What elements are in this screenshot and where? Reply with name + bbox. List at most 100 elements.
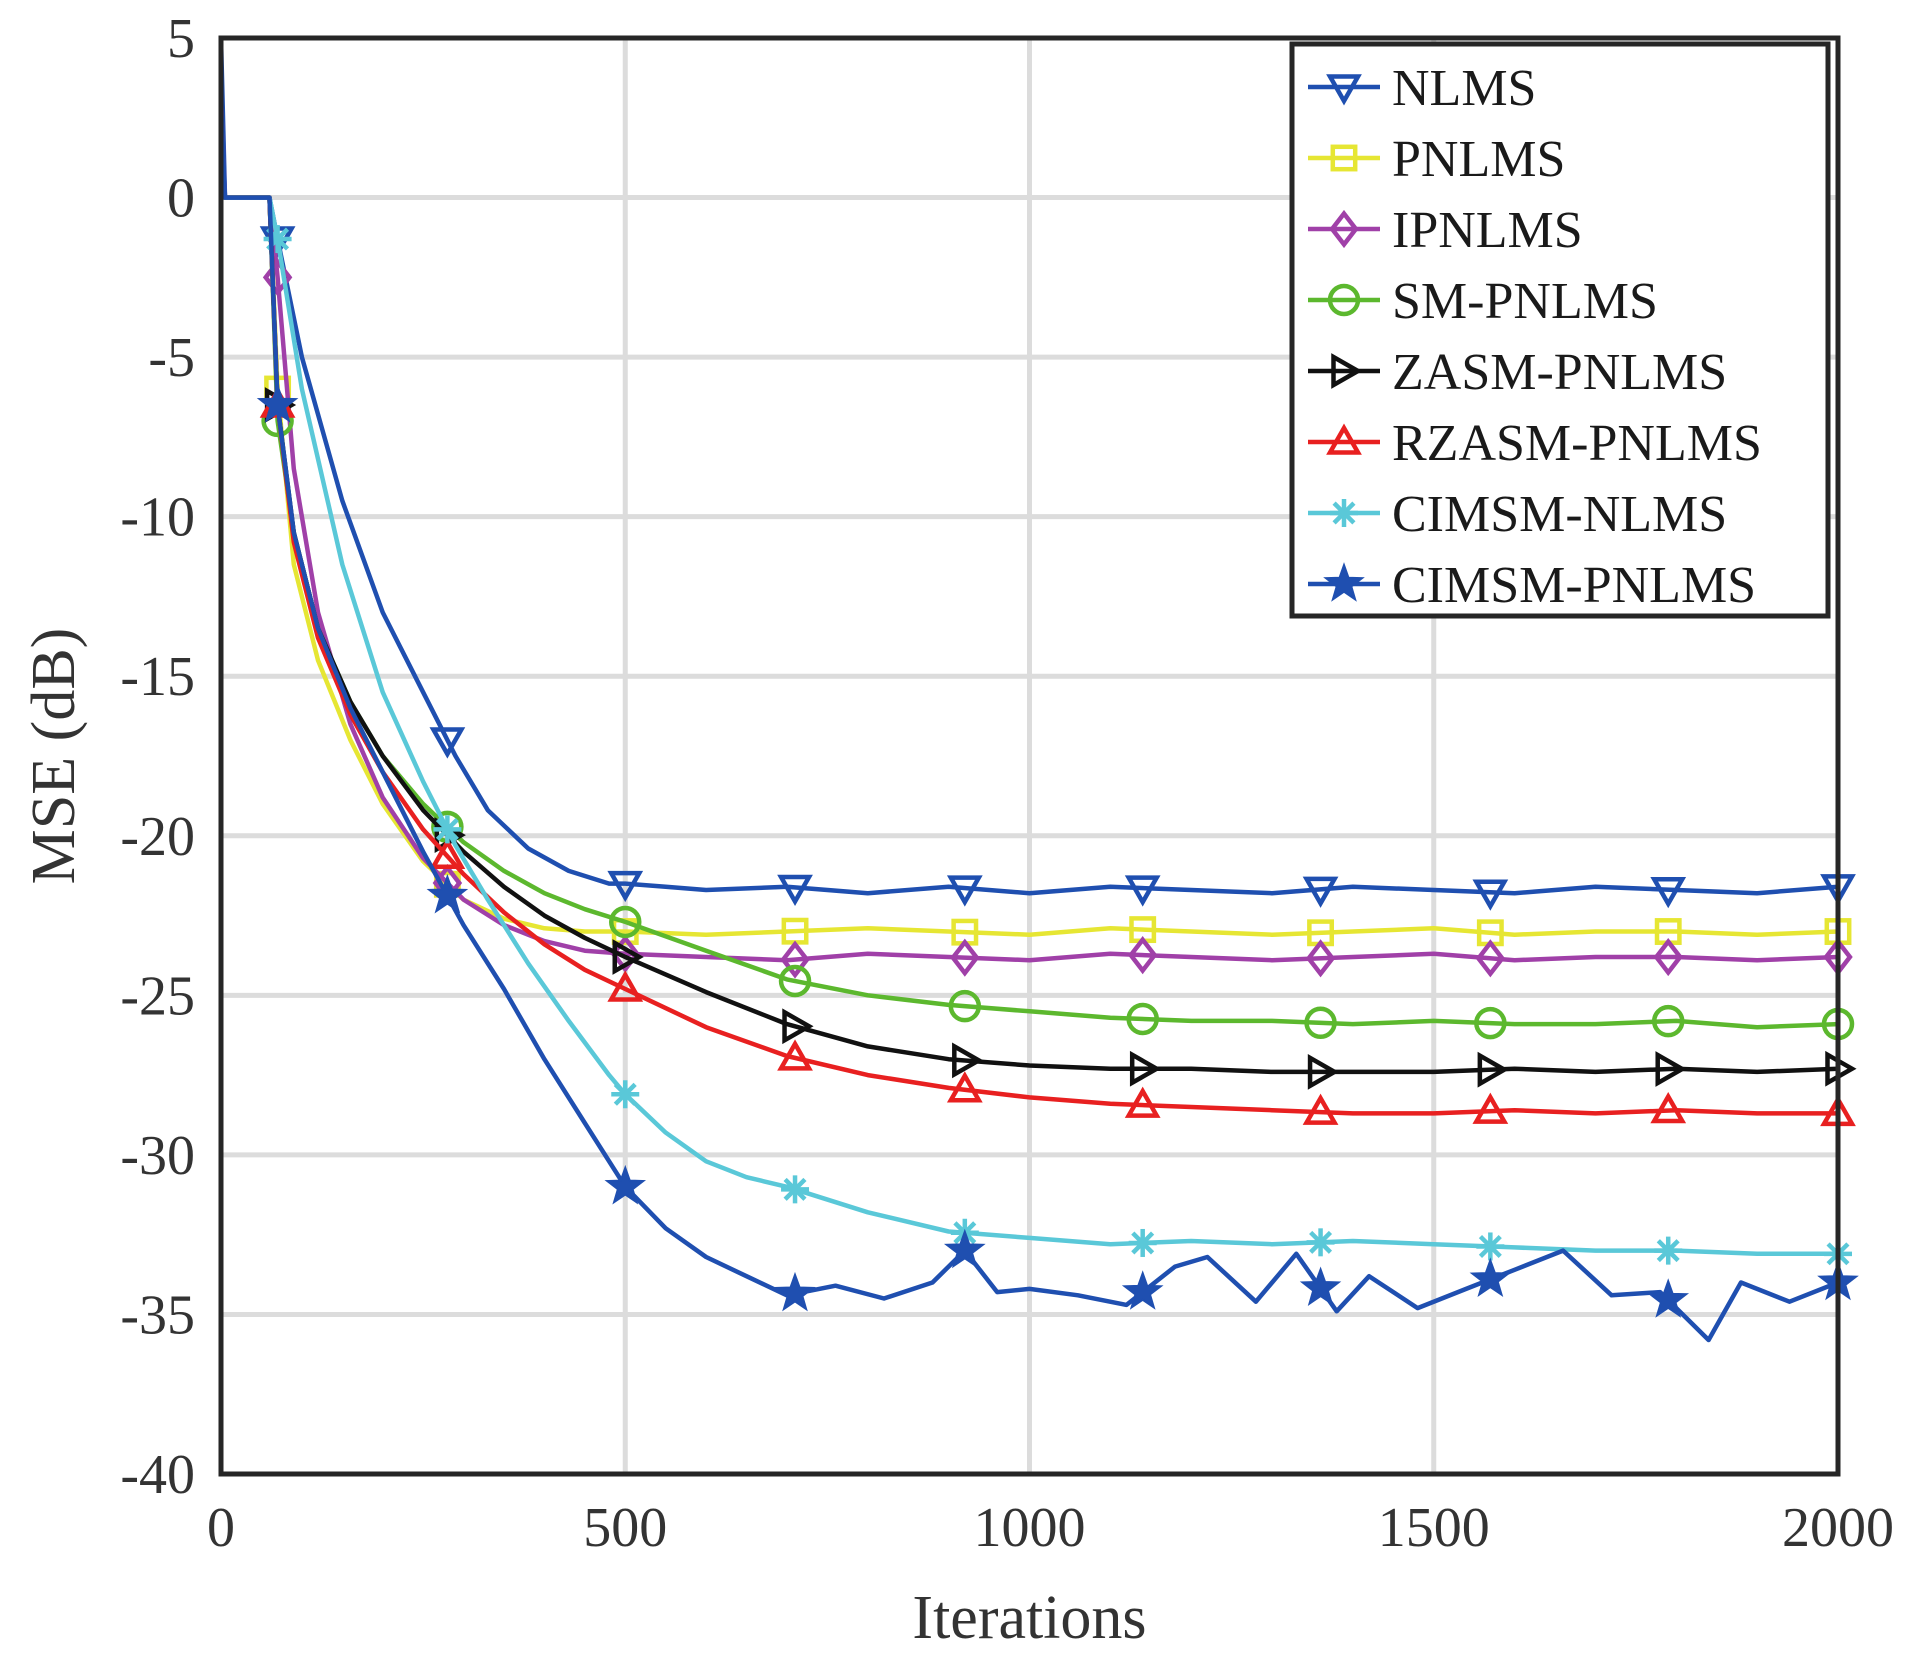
data-point-sm-pnlms <box>609 905 642 939</box>
data-point-sm-pnlms <box>778 964 812 998</box>
legend-swatch-marker-stroke <box>1332 501 1356 525</box>
data-point-cimsm-pnlms <box>256 383 299 423</box>
legend-label: CIMSM-PNLMS <box>1392 557 1756 614</box>
data-point-nlms <box>946 875 983 907</box>
data-point-zasm-pnlms <box>1655 1051 1687 1087</box>
y-tick-label: -35 <box>120 1284 195 1346</box>
legend-swatch-marker <box>1326 423 1362 455</box>
data-point-rzasm-pnlms <box>946 1071 983 1103</box>
data-point-rzasm-pnlms <box>777 1039 813 1071</box>
data-point-rzasm-pnlms <box>1302 1093 1339 1125</box>
data-point-ipnlms <box>610 934 640 973</box>
legend: NLMS PNLMS IPNLMS SM-PNLMS ZASM-PNLMS RZASM-P… <box>1289 41 1831 619</box>
x-tick-label: 0 <box>207 1497 235 1559</box>
y-tick-label: -5 <box>148 327 195 389</box>
x-tick-label: 500 <box>583 1497 667 1559</box>
data-point-ipnlms <box>950 938 980 977</box>
data-point-nlms <box>429 727 466 759</box>
data-point-ipnlms <box>1305 939 1336 978</box>
data-point-cimsm-pnlms <box>1299 1266 1342 1307</box>
data-point-rzasm-pnlms <box>429 837 466 869</box>
data-point-sm-pnlms <box>1304 1006 1337 1040</box>
legend-label: NLMS <box>1392 60 1536 117</box>
data-point-cimsm-nlms-stroke <box>1131 1231 1155 1255</box>
data-point-sm-pnlms <box>1651 1004 1685 1038</box>
data-point-ipnlms <box>1653 937 1683 977</box>
legend-item-pnlms: PNLMS <box>1308 131 1565 188</box>
y-tick-label: -15 <box>120 646 195 708</box>
data-point-rzasm-pnlms <box>1124 1086 1161 1118</box>
series-nlms <box>218 37 1856 911</box>
data-point-cimsm-nlms-stroke <box>613 1082 637 1106</box>
y-axis-label: MSE (dB) <box>20 628 88 885</box>
data-point-cimsm-pnlms <box>1121 1270 1164 1310</box>
legend-label: RZASM-PNLMS <box>1392 415 1762 472</box>
series-cimsm-nlms <box>218 165 1852 1268</box>
data-point-zasm-pnlms <box>952 1042 984 1079</box>
data-point-cimsm-nlms-stroke <box>435 817 459 841</box>
data-point-nlms <box>1124 875 1161 907</box>
data-point-rzasm-pnlms <box>1650 1091 1687 1124</box>
data-point-cimsm-nlms <box>781 1175 810 1204</box>
plot-frame <box>218 35 1841 1477</box>
data-point-cimsm-pnlms <box>774 1271 816 1312</box>
data-point-cimsm-nlms-stroke <box>1478 1234 1502 1258</box>
legend-item-ipnlms: IPNLMS <box>1308 202 1583 259</box>
series-line-ipnlms <box>218 101 1839 963</box>
legend-label: SM-PNLMS <box>1392 273 1658 330</box>
series-line-cimsm-pnlms <box>218 101 1839 1343</box>
legend-swatch-marker <box>1330 144 1358 172</box>
data-point-nlms <box>1650 876 1687 909</box>
data-point-cimsm-pnlms <box>1647 1278 1690 1318</box>
legend-item-cimsm-nlms: CIMSM-NLMS <box>1308 486 1727 543</box>
data-point-ipnlms <box>1475 939 1506 978</box>
data-point-nlms <box>777 874 813 907</box>
data-point-cimsm-pnlms <box>943 1228 986 1269</box>
data-point-cimsm-nlms <box>433 815 462 844</box>
data-point-zasm-pnlms <box>612 939 644 975</box>
legend-label: ZASM-PNLMS <box>1392 344 1727 401</box>
data-point-rzasm-pnlms <box>1472 1092 1509 1124</box>
data-point-cimsm-nlms <box>263 225 292 254</box>
legend-item-rzasm-pnlms: RZASM-PNLMS <box>1308 415 1762 472</box>
data-point-nlms <box>1302 876 1339 908</box>
legend-swatch-marker <box>1323 562 1365 602</box>
data-point-cimsm-nlms-stroke <box>1656 1239 1680 1263</box>
y-tick-label: -20 <box>120 806 195 868</box>
data-point-cimsm-nlms <box>1654 1236 1683 1265</box>
data-point-zasm-pnlms <box>1129 1050 1162 1087</box>
data-point-zasm-pnlms <box>1477 1051 1509 1088</box>
data-point-sm-pnlms <box>948 989 982 1023</box>
data-point-cimsm-nlms <box>1476 1232 1505 1261</box>
legend-label: CIMSM-NLMS <box>1392 486 1727 543</box>
data-point-ipnlms <box>262 258 293 297</box>
data-point-cimsm-pnlms <box>604 1164 647 1205</box>
y-tick-label: -10 <box>120 487 195 549</box>
y-tick-label: -40 <box>120 1444 195 1506</box>
data-point-sm-pnlms <box>1474 1006 1507 1040</box>
legend-item-zasm-pnlms: ZASM-PNLMS <box>1308 344 1727 401</box>
data-point-zasm-pnlms <box>782 1008 814 1045</box>
legend-swatch-marker <box>1327 283 1361 317</box>
legend-swatch-marker <box>1330 499 1358 527</box>
series-ipnlms <box>218 101 1853 979</box>
y-tick-label: -30 <box>120 1125 195 1187</box>
data-point-rzasm-pnlms <box>607 970 644 1002</box>
data-point-zasm-pnlms <box>1307 1054 1340 1090</box>
tick-labels: 0 500 1000 1500 2000 5 0 -5 -10 -15 -20 -25 -30 -35 -4… <box>120 8 1894 1559</box>
y-tick-label: 0 <box>167 168 195 230</box>
data-point-ipnlms <box>1127 936 1158 975</box>
data-point-nlms <box>1472 879 1509 911</box>
x-axis-label: Iterations <box>912 1584 1146 1652</box>
y-tick-label: -25 <box>120 965 195 1027</box>
legend-label: PNLMS <box>1392 131 1565 188</box>
data-point-nlms <box>607 870 644 903</box>
legend-label: IPNLMS <box>1392 202 1583 259</box>
legend-item-nlms: NLMS <box>1308 60 1536 117</box>
x-tick-label: 2000 <box>1782 1497 1894 1559</box>
data-point-cimsm-nlms-stroke <box>1309 1230 1333 1254</box>
data-point-cimsm-nlms <box>1306 1228 1335 1257</box>
legend-swatch-marker <box>1329 209 1359 249</box>
series-line-nlms <box>218 37 1839 896</box>
